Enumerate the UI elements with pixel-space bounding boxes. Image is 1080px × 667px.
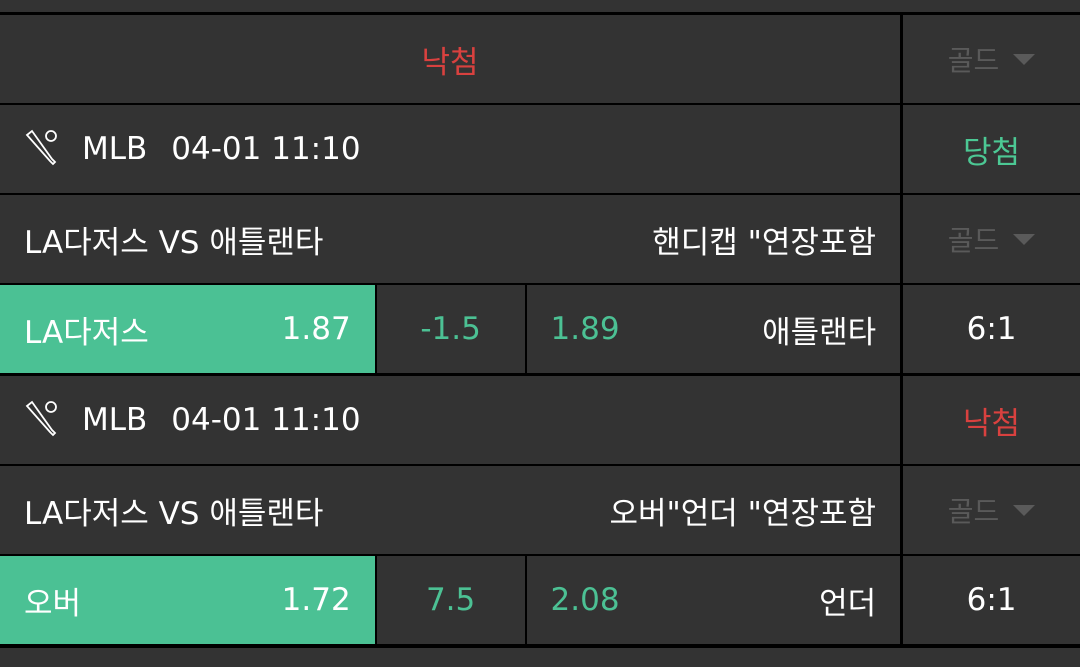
score-cell: 6:1 bbox=[903, 285, 1080, 373]
match-datetime: 04-01 11:10 bbox=[171, 131, 361, 167]
line-value: 7.5 bbox=[376, 556, 525, 644]
away-odds: 2.08 bbox=[550, 582, 620, 618]
top-strip bbox=[0, 0, 1080, 12]
bet-header-row: MLB 04-01 11:10 낙첨 bbox=[0, 376, 1080, 464]
match-cell: LA다저스 VS 애틀랜타 오버"언더 "연장포함 bbox=[0, 466, 900, 554]
triangle-down-icon bbox=[1013, 504, 1036, 516]
match-cell: LA다저스 VS 애틀랜타 핸디캡 "연장포함 bbox=[0, 195, 900, 283]
away-selection[interactable]: 1.89 애틀랜타 bbox=[526, 285, 901, 373]
league: MLB bbox=[82, 131, 148, 167]
result-cell: 당첨 bbox=[903, 105, 1080, 193]
market-type: 오버"언더 "연장포함 bbox=[609, 495, 876, 532]
league-cell: MLB 04-01 11:10 bbox=[0, 376, 900, 464]
market-type: 핸디캡 "연장포함 bbox=[652, 224, 876, 261]
match-datetime: 04-01 11:10 bbox=[171, 402, 361, 438]
away-selection[interactable]: 2.08 언더 bbox=[526, 556, 901, 644]
home-label: LA다저스 bbox=[24, 314, 149, 351]
summary-cell: 낙첨 bbox=[0, 15, 900, 103]
league: MLB bbox=[82, 402, 148, 438]
odds-row: 오버 1.72 7.5 2.08 언더 6:1 bbox=[0, 556, 1080, 644]
score: 6:1 bbox=[966, 311, 1017, 347]
home-selection[interactable]: LA다저스 1.87 bbox=[0, 285, 375, 373]
away-odds: 1.89 bbox=[550, 311, 620, 347]
home-odds: 1.87 bbox=[281, 311, 351, 347]
match-title: LA다저스 VS 애틀랜타 bbox=[24, 495, 324, 532]
score: 6:1 bbox=[966, 582, 1017, 618]
away-label: 애틀랜타 bbox=[762, 314, 877, 351]
gold-label: 골드 bbox=[947, 224, 1000, 257]
match-row: LA다저스 VS 애틀랜타 핸디캡 "연장포함 골드 bbox=[0, 195, 1080, 283]
gold-label: 골드 bbox=[947, 44, 1000, 77]
score-cell: 6:1 bbox=[903, 556, 1080, 644]
gold-dropdown[interactable]: 골드 bbox=[903, 195, 1080, 283]
gold-label: 골드 bbox=[947, 495, 1000, 528]
league-cell: MLB 04-01 11:10 bbox=[0, 105, 900, 193]
triangle-down-icon bbox=[1013, 233, 1036, 245]
home-selection[interactable]: 오버 1.72 bbox=[0, 556, 375, 644]
bet-header-row: MLB 04-01 11:10 당첨 bbox=[0, 105, 1080, 193]
line-value: -1.5 bbox=[376, 285, 525, 373]
odds-row: LA다저스 1.87 -1.5 1.89 애틀랜타 6:1 bbox=[0, 285, 1080, 373]
match-title: LA다저스 VS 애틀랜타 bbox=[24, 224, 324, 261]
home-label: 오버 bbox=[24, 585, 82, 622]
result-cell: 낙첨 bbox=[903, 376, 1080, 464]
match-row: LA다저스 VS 애틀랜타 오버"언더 "연장포함 골드 bbox=[0, 466, 1080, 554]
summary-status: 낙첨 bbox=[421, 44, 479, 81]
away-label: 언더 bbox=[819, 585, 877, 622]
line: 7.5 bbox=[425, 582, 476, 618]
bottom-strip bbox=[0, 648, 1080, 667]
summary-row: 낙첨 골드 bbox=[0, 15, 1080, 103]
result-status: 당첨 bbox=[962, 134, 1021, 171]
gold-dropdown[interactable]: 골드 bbox=[903, 466, 1080, 554]
result-status: 낙첨 bbox=[962, 405, 1021, 442]
line: -1.5 bbox=[420, 311, 481, 347]
baseball-bat-ball-icon bbox=[25, 400, 57, 437]
baseball-bat-ball-icon bbox=[25, 129, 57, 166]
triangle-down-icon bbox=[1013, 53, 1036, 65]
gold-dropdown[interactable]: 골드 bbox=[903, 15, 1080, 103]
home-odds: 1.72 bbox=[281, 582, 351, 618]
